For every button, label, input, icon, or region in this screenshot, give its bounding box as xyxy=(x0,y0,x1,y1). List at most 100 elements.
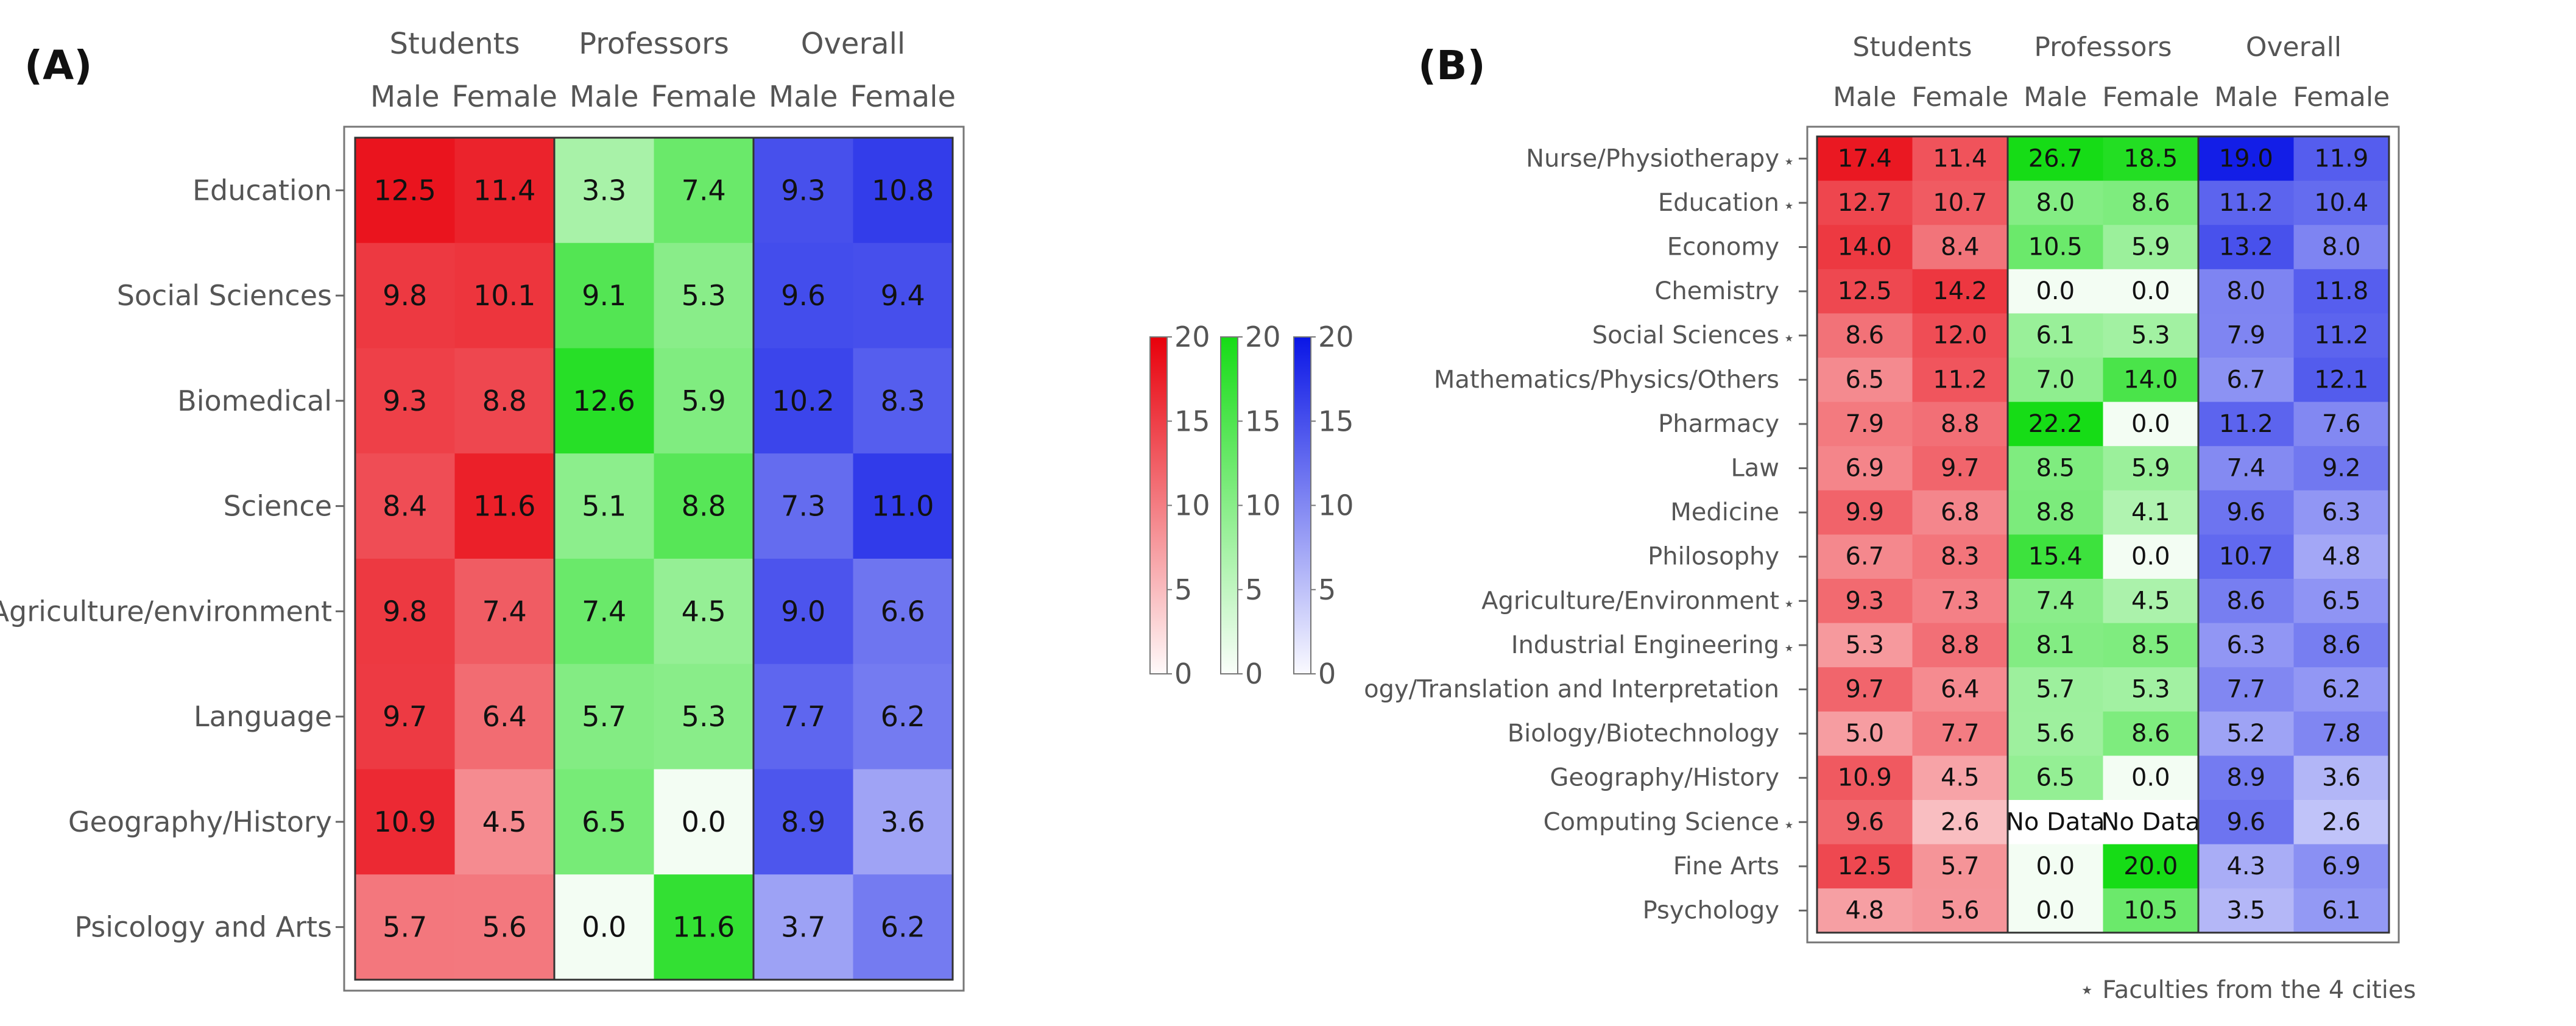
cell-value-label: 11.6 xyxy=(473,490,535,523)
heatmap-cell xyxy=(1912,225,2008,270)
heatmap-cell xyxy=(2103,667,2199,712)
heatmap-cell xyxy=(753,769,854,875)
row-label: Geography/History xyxy=(1550,764,1779,792)
cell-value-label: 7.4 xyxy=(682,174,726,207)
row-label: Education xyxy=(192,174,332,207)
cell-value-label: 11.8 xyxy=(2314,277,2368,305)
cell-value-label: 0.0 xyxy=(2131,410,2170,438)
color-scale-tick-label: 0 xyxy=(1318,657,1336,690)
panel-b-heatmap: 17.4 11.4 26.7 18.5 19.0 11.9 12.7 10.7 8.0 8.6 11… xyxy=(1364,32,2416,1004)
color-scale-bar xyxy=(1293,336,1311,674)
heatmap-cell xyxy=(355,242,456,349)
column-label: Female xyxy=(1911,82,2008,113)
cell-value-label: 8.1 xyxy=(2036,631,2075,659)
cell-value-label: 6.5 xyxy=(582,805,626,838)
heatmap-cell xyxy=(355,453,456,559)
cell-value-label: 4.8 xyxy=(1845,897,1884,925)
cell-value-label: 3.3 xyxy=(582,174,626,207)
cell-value-label: 3.5 xyxy=(2226,897,2265,925)
cell-value-label: 15.4 xyxy=(2028,543,2083,571)
color-scale-tick-label: 5 xyxy=(1318,573,1336,606)
cell-value-label: 9.8 xyxy=(383,279,427,312)
heatmap-cell xyxy=(654,559,754,665)
column-label: Female xyxy=(2102,82,2199,113)
cell-value-label: 8.8 xyxy=(1941,631,1980,659)
color-scale-tick-label: 5 xyxy=(1245,573,1263,606)
cell-value-label: 7.3 xyxy=(1941,587,1980,615)
row-label: Biomedical xyxy=(177,384,332,417)
heatmap-cell xyxy=(554,663,655,770)
cell-value-label: 6.7 xyxy=(2226,366,2265,394)
heatmap-cell xyxy=(2008,623,2104,668)
row-label: Social Sciences xyxy=(117,279,332,312)
row-label: Psicology and Arts xyxy=(74,911,332,944)
row-label: Geography/History xyxy=(68,805,332,838)
row-label: Fine Arts xyxy=(1673,852,1779,880)
heatmap-cell xyxy=(2293,888,2390,933)
cell-value-label: 9.3 xyxy=(781,174,825,207)
heatmap-cell xyxy=(454,559,555,665)
heatmap-cell xyxy=(2008,800,2104,845)
heatmap-cell xyxy=(1912,269,2008,314)
heatmap-border xyxy=(354,136,954,981)
cell-value-label: 6.1 xyxy=(2036,322,2075,350)
heatmap-cell xyxy=(853,559,953,665)
color-scale-tick-label: 15 xyxy=(1174,405,1210,437)
heatmap-cell xyxy=(2103,844,2199,889)
cell-value-label: 4.8 xyxy=(2322,543,2361,571)
cell-value-label: 9.9 xyxy=(1845,498,1884,526)
panel-label: (A) xyxy=(24,42,92,89)
heatmap-cell xyxy=(2103,490,2199,535)
cell-value-label: 8.3 xyxy=(881,384,925,417)
group-label: Professors xyxy=(2034,32,2172,63)
cell-value-label: 0.0 xyxy=(682,805,726,838)
column-label: Female xyxy=(2293,82,2390,113)
cell-value-label: 0.0 xyxy=(2036,897,2075,925)
cell-value-label: 0.0 xyxy=(582,911,626,944)
heatmap-cell xyxy=(1817,711,1913,756)
heatmap-cell xyxy=(2103,225,2199,270)
cell-value-label: 5.6 xyxy=(482,911,527,944)
heatmap-cell xyxy=(2293,800,2390,845)
cell-value-label: 7.7 xyxy=(2226,676,2265,704)
cell-value-label: 11.9 xyxy=(2314,144,2368,172)
color-scale-tick-label: 20 xyxy=(1245,320,1281,353)
cell-value-label: 9.6 xyxy=(2226,808,2265,836)
cell-value-label: 8.8 xyxy=(1941,410,1980,438)
heatmap-cell xyxy=(554,242,655,349)
column-label: Male xyxy=(570,80,639,114)
row-label: Law xyxy=(1731,455,1779,483)
cell-value-label: 8.4 xyxy=(1941,233,1980,261)
cell-value-label: 7.6 xyxy=(2322,410,2361,438)
heatmap-cell xyxy=(1817,269,1913,314)
heatmap-cell xyxy=(554,559,655,665)
cell-value-label: 10.5 xyxy=(2123,897,2178,925)
heatmap-cell xyxy=(2103,888,2199,933)
cell-value-label: 10.9 xyxy=(1838,764,1892,792)
heatmap-cell xyxy=(2293,269,2390,314)
heatmap-cell xyxy=(853,874,953,980)
heatmap-cell xyxy=(2103,446,2199,491)
heatmap-cell xyxy=(355,769,456,875)
heatmap-cell xyxy=(1817,313,1913,358)
cell-value-label: 5.6 xyxy=(1941,897,1980,925)
heatmap-cell xyxy=(853,138,953,244)
faculty-star-marker: ⋆ xyxy=(1783,149,1795,172)
cell-value-label: 11.2 xyxy=(2219,410,2273,438)
cell-value-label: 8.4 xyxy=(383,490,427,523)
heatmap-cell xyxy=(2293,623,2390,668)
cell-value-label: 8.6 xyxy=(2131,189,2170,217)
cell-value-label: 9.0 xyxy=(781,595,825,628)
heatmap-cell xyxy=(654,874,754,980)
cell-value-label: 5.7 xyxy=(1941,852,1980,880)
heatmap-cell xyxy=(2198,136,2295,182)
color-scale-tick-label: 15 xyxy=(1318,405,1354,437)
heatmap-cell xyxy=(753,348,854,454)
cell-value-label: 5.3 xyxy=(1845,631,1884,659)
column-label: Male xyxy=(2214,82,2278,113)
cell-value-label: 12.7 xyxy=(1838,189,1892,217)
heatmap-cell xyxy=(355,874,456,980)
cell-value-label: 8.0 xyxy=(2226,277,2265,305)
cell-value-label: 8.8 xyxy=(482,384,527,417)
heatmap-cell xyxy=(654,348,754,454)
